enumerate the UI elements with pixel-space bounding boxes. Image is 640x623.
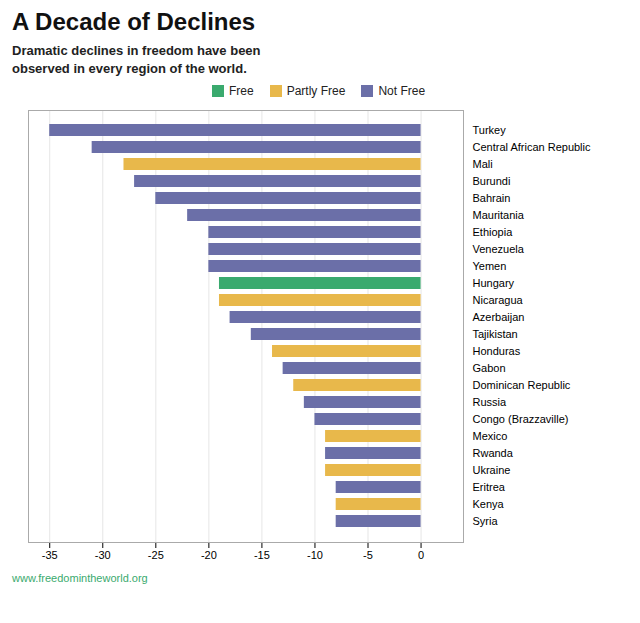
- html-text:Free: Free: [229, 84, 254, 99]
- svg-text:-10: -10: [307, 550, 323, 562]
- svg-text:Russia: Russia: [473, 396, 508, 408]
- html-text:A Decade of Declines: A Decade of Declines: [12, 8, 256, 35]
- svg-text:Syria: Syria: [473, 515, 499, 527]
- svg-text:Azerbaijan: Azerbaijan: [473, 311, 525, 323]
- svg-text:Ethiopia: Ethiopia: [473, 226, 514, 238]
- svg-text:Kenya: Kenya: [473, 498, 505, 510]
- svg-text:Central African Republic: Central African Republic: [473, 141, 592, 153]
- html-text:Partly Free: Partly Free: [286, 84, 346, 99]
- svg-text:Bahrain: Bahrain: [473, 192, 511, 204]
- svg-text:Burundi: Burundi: [473, 175, 511, 187]
- svg-text:Congo (Brazzaville): Congo (Brazzaville): [473, 413, 569, 425]
- svg-text:Dominican Republic: Dominican Republic: [473, 379, 571, 391]
- svg-text:Gabon: Gabon: [473, 362, 506, 374]
- svg-text:Turkey: Turkey: [473, 124, 507, 136]
- svg-text:Hungary: Hungary: [473, 277, 515, 289]
- svg-text:0: 0: [418, 550, 424, 562]
- svg-text:-30: -30: [95, 550, 111, 562]
- html-text:Not Free: Not Free: [378, 84, 426, 99]
- svg-text:-20: -20: [201, 550, 217, 562]
- svg-text:-15: -15: [254, 550, 270, 562]
- html-text:www.freedomintheworld.org: www.freedomintheworld.org: [12, 572, 148, 585]
- svg-text:-25: -25: [148, 550, 164, 562]
- svg-text:Rwanda: Rwanda: [473, 447, 514, 459]
- svg-text:Nicaragua: Nicaragua: [473, 294, 524, 306]
- html-text:Dramatic declines in freedom h: Dramatic declines in freedom have been o…: [12, 43, 261, 77]
- svg-text:Mauritania: Mauritania: [473, 209, 525, 221]
- svg-text:Mali: Mali: [473, 158, 493, 170]
- svg-text:Honduras: Honduras: [473, 345, 521, 357]
- svg-text:Ukraine: Ukraine: [473, 464, 511, 476]
- svg-text:Eritrea: Eritrea: [473, 481, 506, 493]
- svg-text:-35: -35: [42, 550, 58, 562]
- svg-text:-5: -5: [363, 550, 373, 562]
- svg-text:Tajikistan: Tajikistan: [473, 328, 518, 340]
- svg-text:Mexico: Mexico: [473, 430, 508, 442]
- svg-text:Yemen: Yemen: [473, 260, 507, 272]
- svg-text:Venezuela: Venezuela: [473, 243, 525, 255]
